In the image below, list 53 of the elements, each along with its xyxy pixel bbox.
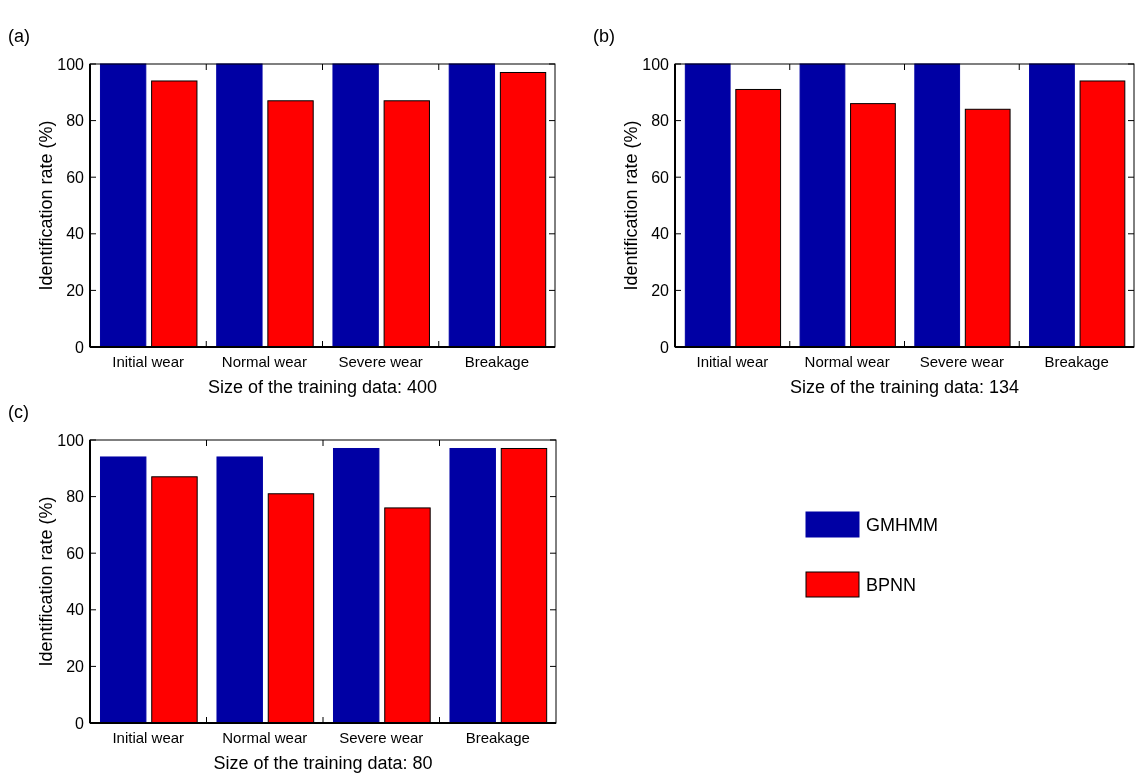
y-tick-label: 20 (66, 658, 85, 675)
x-tick-label: Severe wear (339, 729, 424, 746)
x-axis-title: Size of the training data: 80 (213, 753, 433, 773)
y-tick-label: 20 (66, 282, 85, 299)
x-axis-title: Size of the training data: 134 (789, 377, 1020, 397)
y-tick-label: 60 (66, 168, 85, 186)
bar (799, 63, 846, 348)
y-tick-label: 40 (66, 225, 85, 243)
legend-label: GMHMM (866, 514, 938, 535)
x-tick-label: Normal wear (222, 729, 308, 746)
y-tick-label: 40 (66, 601, 85, 619)
bar (448, 63, 496, 348)
x-tick-label: Normal wear (804, 353, 890, 370)
x-tick-label: Initial wear (696, 353, 769, 370)
y-tick-label: 80 (66, 112, 85, 130)
x-tick-label: Breakage (464, 353, 529, 370)
x-tick-label: Severe wear (919, 353, 1004, 370)
y-tick-label: 60 (66, 544, 85, 562)
y-tick-label: 100 (642, 55, 670, 73)
x-tick-label: Severe wear (338, 353, 423, 370)
y-axis-title: Identification rate (%) (621, 120, 641, 291)
y-tick-label: 0 (75, 714, 85, 732)
x-tick-label: Breakage (1044, 353, 1109, 370)
x-tick-label: Initial wear (112, 353, 184, 370)
y-tick-label: 60 (651, 168, 670, 186)
y-tick-label: 20 (651, 282, 670, 299)
y-tick-label: 100 (57, 431, 85, 449)
bar (684, 63, 731, 348)
y-axis-title: Identification rate (%) (36, 496, 56, 667)
legend-label: BPNN (866, 574, 917, 595)
chart-title: (b) (593, 26, 615, 46)
bar (216, 63, 263, 348)
bar (1029, 63, 1075, 348)
bar (914, 63, 961, 348)
y-tick-label: 0 (75, 338, 85, 356)
chart-title: (c) (8, 402, 29, 422)
y-tick-label: 40 (651, 225, 670, 243)
x-tick-label: Normal wear (221, 353, 307, 370)
y-tick-label: 80 (651, 112, 670, 130)
bar (332, 63, 379, 348)
bar (449, 447, 496, 724)
bar (99, 63, 147, 348)
y-tick-label: 80 (66, 488, 85, 506)
y-axis-title: Identification rate (%) (36, 120, 56, 291)
chart-title: (a) (8, 26, 30, 46)
x-axis-title: Size of the training data: 400 (207, 377, 438, 397)
y-tick-label: 100 (57, 55, 85, 73)
bar (332, 447, 380, 724)
bar (99, 456, 147, 724)
x-tick-label: Breakage (465, 729, 530, 746)
x-tick-label: Initial wear (112, 729, 185, 746)
y-tick-label: 0 (660, 338, 670, 356)
bar (216, 456, 263, 724)
